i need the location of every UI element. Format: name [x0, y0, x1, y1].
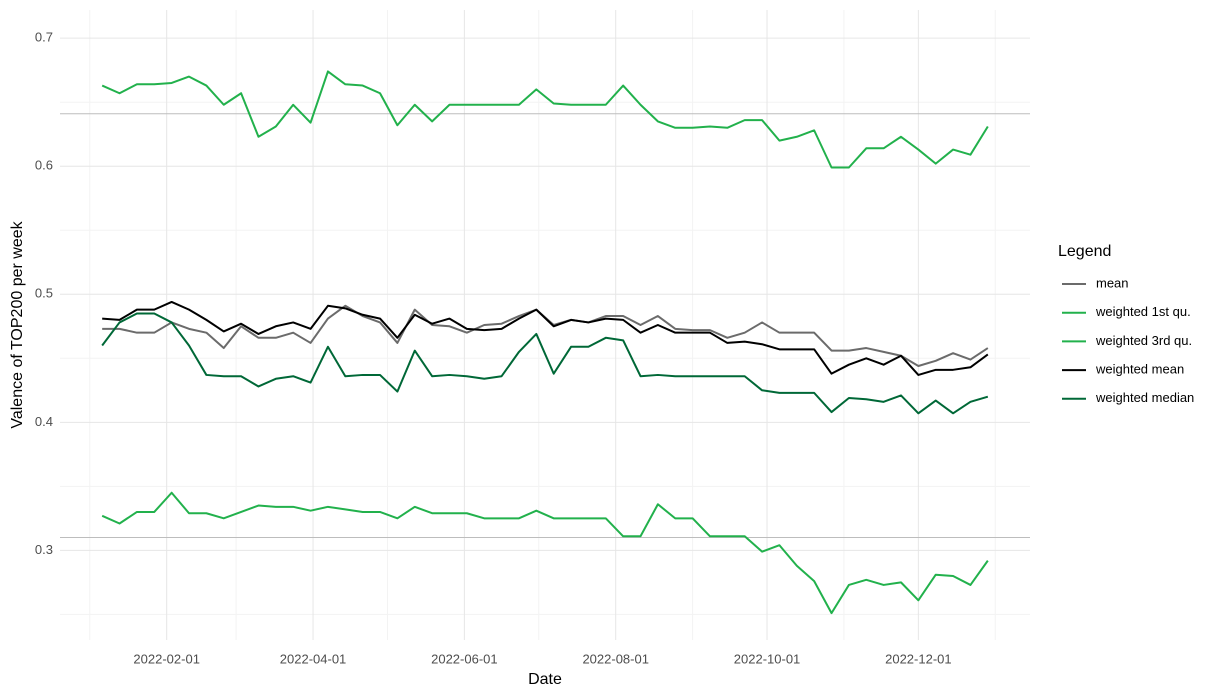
y-axis-title: Valence of TOP200 per week	[9, 220, 26, 428]
legend-label: weighted median	[1095, 390, 1194, 405]
y-tick-label: 0.3	[35, 542, 53, 557]
line-series	[101, 70, 989, 169]
legend-label: weighted mean	[1095, 362, 1184, 377]
x-tick-label: 2022-04-01	[280, 651, 347, 666]
legend-title: Legend	[1058, 243, 1111, 260]
y-tick-label: 0.6	[35, 158, 53, 173]
legend-label: mean	[1096, 275, 1129, 290]
line-series	[101, 491, 989, 615]
x-tick-label: 2022-08-01	[582, 651, 649, 666]
x-tick-label: 2022-06-01	[431, 651, 498, 666]
legend-label: weighted 3rd qu.	[1095, 333, 1192, 348]
x-tick-label: 2022-02-01	[133, 651, 200, 666]
line-series	[102, 304, 989, 367]
x-tick-label: 2022-10-01	[734, 651, 801, 666]
x-tick-label: 2022-12-01	[885, 651, 952, 666]
x-axis-title: Date	[528, 671, 562, 688]
legend-label: weighted 1st qu.	[1095, 304, 1191, 319]
y-tick-label: 0.5	[35, 286, 53, 301]
line-series	[102, 300, 989, 376]
line-series	[101, 312, 989, 415]
y-tick-label: 0.7	[35, 30, 53, 45]
y-tick-label: 0.4	[35, 414, 53, 429]
